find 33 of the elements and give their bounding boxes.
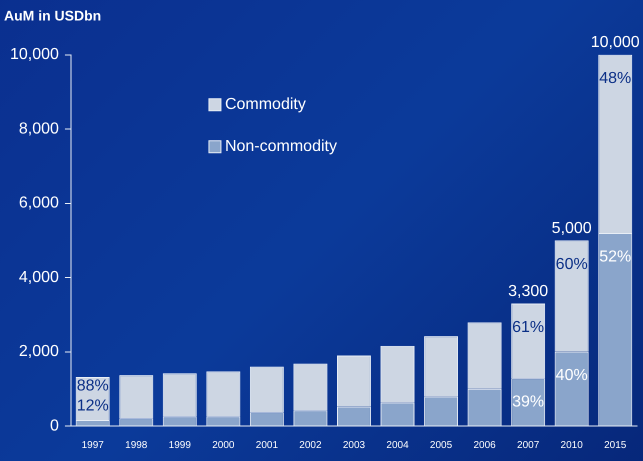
y-tick-label: 0 [50, 417, 60, 434]
x-tick-label: 2003 [342, 440, 366, 451]
x-tick-label: 1997 [82, 440, 104, 451]
x-tick-label: 2015 [604, 440, 627, 451]
annotation: 61% [512, 318, 544, 336]
x-tick-label: 2007 [517, 440, 540, 451]
legend-label: Non-commodity [224, 138, 337, 156]
x-tick-label: 2001 [256, 440, 278, 451]
x-tick-label: 2005 [430, 440, 453, 451]
legend-label: Commodity [224, 96, 306, 114]
annotation: 48% [599, 70, 632, 88]
y-tick-label: 6,000 [18, 194, 60, 212]
total-label: 10,000 [590, 34, 640, 52]
x-tick-label: 1998 [125, 440, 148, 451]
y-tick-label: 2,000 [18, 343, 60, 360]
x-tick-label: 2004 [386, 440, 410, 451]
chart-title: AuM in USDbn [4, 7, 102, 24]
annotation: 40% [556, 367, 588, 384]
y-tick-label: 10,000 [10, 46, 60, 64]
x-tick-label: 2000 [212, 440, 235, 451]
total-label: 5,000 [552, 220, 592, 237]
annotation: 60% [556, 256, 588, 273]
y-tick-label: 8,000 [18, 120, 60, 138]
x-tick-label: 2002 [299, 440, 322, 451]
annotation: 12% [76, 397, 109, 414]
x-tick-label: 1999 [168, 440, 192, 451]
annotation: 52% [599, 248, 632, 266]
x-tick-label: 2006 [473, 440, 496, 451]
y-tick-label: 4,000 [18, 268, 60, 286]
x-tick-label: 2010 [560, 440, 584, 451]
annotation: 88% [76, 377, 109, 394]
annotation: 39% [512, 394, 544, 411]
total-label: 3,300 [508, 282, 548, 300]
